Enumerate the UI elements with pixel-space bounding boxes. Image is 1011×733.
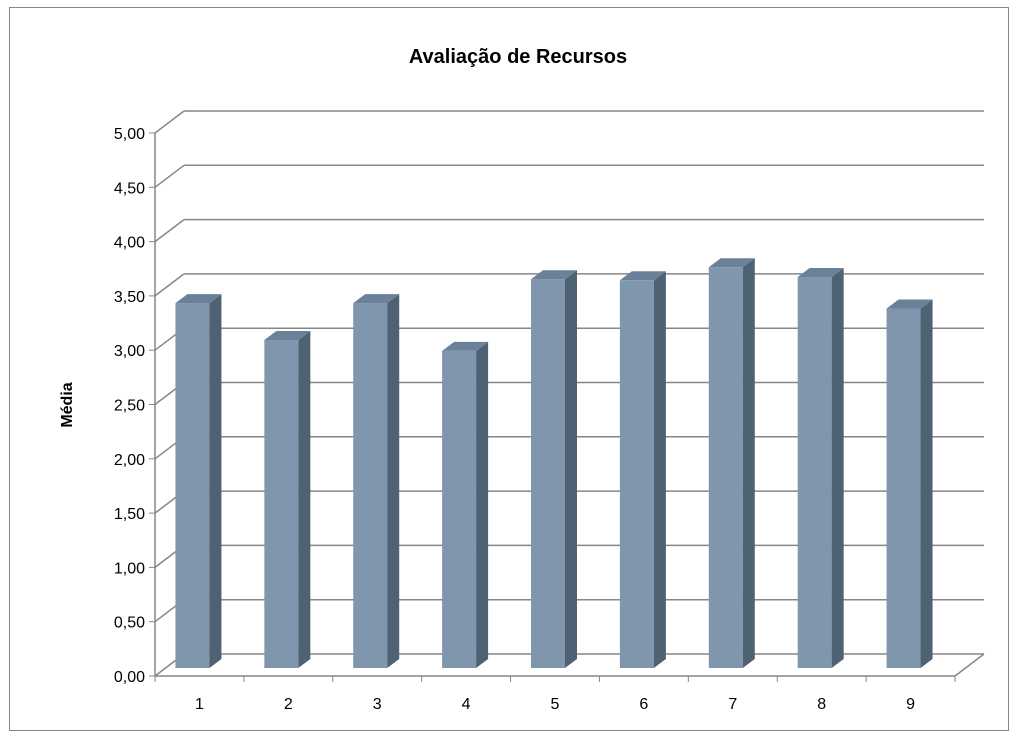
bar [264, 331, 311, 668]
x-tick-label: 5 [551, 696, 560, 713]
gridline-connector [154, 219, 185, 243]
y-tick-label: 2,50 [114, 398, 145, 415]
x-tick-label: 6 [639, 696, 648, 713]
bar-side [920, 299, 933, 668]
y-tick-label: 1,50 [114, 506, 145, 523]
bar-front [708, 267, 743, 668]
bar-side [476, 341, 489, 668]
bar-front [531, 279, 565, 668]
bar-top [886, 299, 933, 309]
chart-title: Avaliação de Recursos [409, 46, 627, 68]
bar-top [264, 331, 311, 341]
x-tick-label: 3 [373, 696, 382, 713]
x-tick-labels: 1 2 3 4 5 6 7 8 9 [195, 696, 915, 713]
bar-top [797, 268, 844, 278]
grid-layer [149, 110, 985, 682]
bar [442, 341, 489, 668]
bar-side [209, 294, 222, 668]
bar [531, 270, 577, 668]
y-tick-label: 2,00 [114, 452, 145, 469]
bar-top [619, 271, 666, 281]
x-tick-label: 2 [284, 696, 293, 713]
floor-edge [954, 653, 985, 677]
bar-front [353, 303, 388, 668]
bar [619, 271, 666, 668]
bar-top [531, 270, 577, 280]
bar-side [831, 268, 844, 668]
bar-side [742, 258, 755, 668]
bar-side [565, 270, 577, 668]
y-tick-label: 0,50 [114, 615, 145, 632]
y-tick-label: 3,00 [114, 343, 145, 360]
bar-front [264, 340, 299, 668]
x-tick-label: 4 [462, 696, 471, 713]
gridline-connector [154, 164, 185, 188]
gridline-connector [154, 110, 185, 134]
x-tick-label: 8 [817, 696, 826, 713]
y-tick-labels: 0,00 0,50 1,00 1,50 2,00 2,50 3,00 3,50 4,00 4,50… [114, 126, 145, 686]
bar-top [442, 341, 489, 351]
bar [886, 299, 933, 668]
bar [708, 258, 755, 668]
bar-top [353, 294, 400, 304]
y-tick-label: 3,50 [114, 289, 145, 306]
y-tick-label: 5,00 [114, 126, 145, 143]
gridline-connector [154, 273, 185, 297]
x-tick-label: 1 [195, 696, 204, 713]
bar-side [298, 331, 311, 668]
bar-front [619, 280, 654, 668]
x-tick-label: 7 [728, 696, 737, 713]
y-tick-label: 4,50 [114, 180, 145, 197]
y-axis-label: Média [59, 382, 76, 427]
y-tick-label: 0,00 [114, 669, 145, 686]
bar [353, 294, 400, 668]
bar-top [175, 294, 222, 304]
bar-front [797, 277, 832, 668]
bar [175, 294, 222, 668]
x-tick-label: 9 [906, 696, 915, 713]
bar [797, 268, 844, 668]
y-tick-label: 4,00 [114, 235, 145, 252]
bars-layer [175, 258, 933, 668]
bar-front [175, 303, 210, 668]
bar-front [442, 350, 477, 668]
bar-front [886, 308, 921, 668]
bar-side [653, 271, 666, 668]
y-tick-label: 1,00 [114, 560, 145, 577]
bar-side [387, 294, 400, 668]
bar-top [708, 258, 755, 268]
